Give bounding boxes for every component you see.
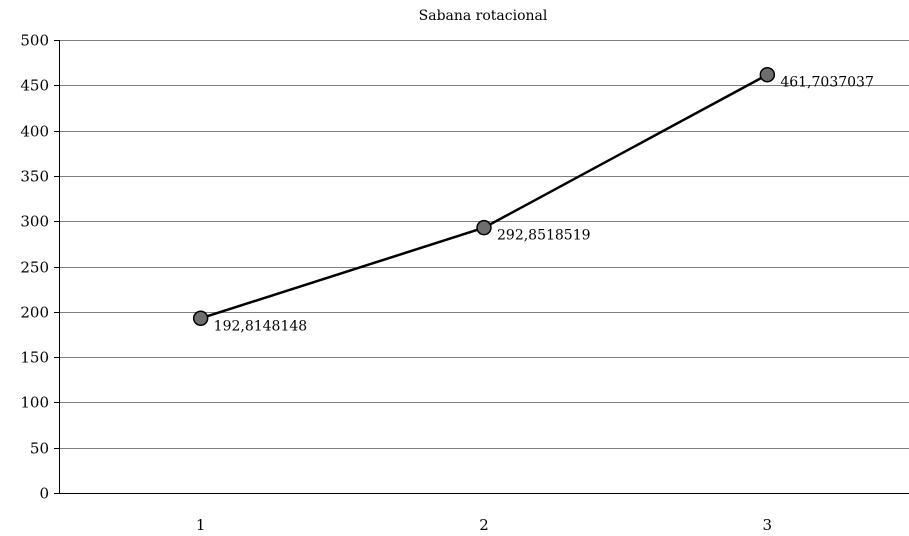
y-axis-tick-labels: 0 50 100 150 200 250 300 350 400 450 500 bbox=[20, 32, 49, 503]
y-tick-label: 300 bbox=[20, 213, 49, 231]
data-label: 461,7037037 bbox=[780, 75, 874, 91]
x-tick-label: 3 bbox=[763, 516, 773, 534]
data-point bbox=[759, 66, 776, 83]
data-label: 192,8148148 bbox=[214, 318, 308, 334]
y-tick-label: 250 bbox=[20, 259, 49, 277]
y-tick-label: 400 bbox=[20, 123, 49, 141]
data-labels: 192,8148148 292,8518519 461,7037037 bbox=[214, 75, 874, 335]
data-point bbox=[192, 310, 209, 327]
chart-title: Sabana rotacional bbox=[419, 8, 548, 24]
y-tick-label: 50 bbox=[30, 440, 49, 458]
x-tick-label: 2 bbox=[479, 516, 489, 534]
y-tick-label: 450 bbox=[20, 77, 49, 95]
series bbox=[200, 73, 768, 320]
y-tick-label: 200 bbox=[20, 304, 49, 322]
y-tick-label: 100 bbox=[20, 394, 49, 412]
axes bbox=[54, 40, 909, 494]
y-tick-label: 350 bbox=[20, 168, 49, 186]
y-tick-label: 0 bbox=[39, 485, 49, 503]
x-tick-label: 1 bbox=[196, 516, 206, 534]
x-axis-tick-labels: 1 2 3 bbox=[196, 516, 772, 534]
series-line bbox=[200, 73, 768, 320]
gridlines bbox=[59, 40, 909, 449]
y-tick-label: 150 bbox=[20, 349, 49, 367]
y-tick-label: 500 bbox=[20, 32, 49, 50]
markers bbox=[192, 66, 776, 327]
data-point bbox=[476, 219, 492, 236]
data-label: 292,8518519 bbox=[497, 228, 591, 244]
